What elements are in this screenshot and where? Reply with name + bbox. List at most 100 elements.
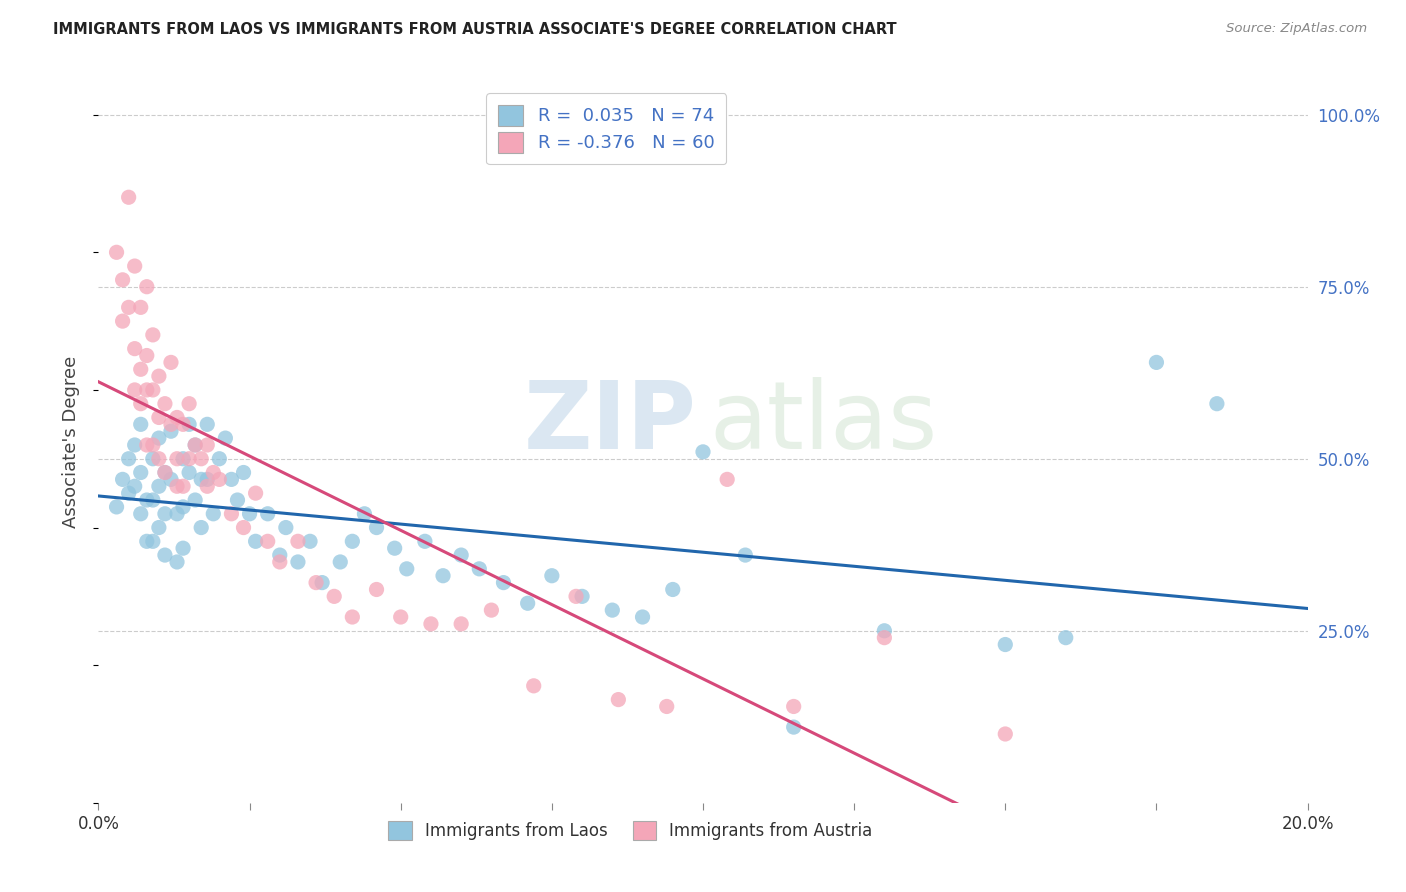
Point — [661, 582, 683, 597]
Point — [221, 507, 243, 521]
Point — [142, 534, 165, 549]
Point — [389, 610, 412, 624]
Point — [166, 507, 188, 521]
Point — [602, 603, 624, 617]
Point — [342, 610, 364, 624]
Point — [179, 451, 201, 466]
Point — [450, 616, 472, 631]
Point — [516, 596, 538, 610]
Point — [118, 451, 141, 466]
Point — [153, 466, 176, 480]
Point — [129, 301, 152, 315]
Point — [195, 472, 218, 486]
Point — [245, 534, 267, 549]
Point — [111, 472, 134, 486]
Point — [179, 397, 201, 411]
Point — [111, 273, 134, 287]
Point — [190, 520, 212, 534]
Point — [311, 575, 333, 590]
Point — [184, 493, 207, 508]
Point — [607, 692, 630, 706]
Point — [413, 534, 436, 549]
Point — [232, 520, 254, 534]
Point — [734, 548, 756, 562]
Text: atlas: atlas — [709, 377, 938, 469]
Point — [184, 438, 207, 452]
Text: ZIP: ZIP — [524, 377, 697, 469]
Point — [221, 472, 243, 486]
Point — [142, 383, 165, 397]
Point — [153, 548, 176, 562]
Point — [256, 534, 278, 549]
Point — [202, 466, 225, 480]
Point — [523, 679, 546, 693]
Point — [226, 493, 249, 508]
Point — [481, 603, 503, 617]
Point — [323, 590, 346, 604]
Point — [172, 541, 194, 556]
Point — [287, 555, 309, 569]
Point — [179, 466, 201, 480]
Legend: Immigrants from Laos, Immigrants from Austria: Immigrants from Laos, Immigrants from Au… — [380, 813, 882, 848]
Point — [124, 438, 146, 452]
Point — [420, 616, 443, 631]
Point — [111, 314, 134, 328]
Point — [172, 451, 194, 466]
Point — [172, 479, 194, 493]
Point — [631, 610, 654, 624]
Point — [142, 493, 165, 508]
Point — [195, 479, 218, 493]
Point — [166, 451, 188, 466]
Point — [142, 451, 165, 466]
Point — [468, 562, 491, 576]
Point — [208, 472, 231, 486]
Point — [432, 568, 454, 582]
Point — [256, 507, 278, 521]
Point — [118, 486, 141, 500]
Point — [366, 582, 388, 597]
Point — [716, 472, 738, 486]
Point — [135, 438, 157, 452]
Point — [287, 534, 309, 549]
Point — [299, 534, 322, 549]
Point — [994, 727, 1017, 741]
Point — [655, 699, 678, 714]
Point — [195, 417, 218, 432]
Point — [153, 397, 176, 411]
Point — [135, 493, 157, 508]
Point — [269, 555, 291, 569]
Point — [329, 555, 352, 569]
Point — [384, 541, 406, 556]
Point — [124, 383, 146, 397]
Point — [783, 699, 806, 714]
Point — [135, 279, 157, 293]
Point — [565, 590, 588, 604]
Point — [571, 590, 593, 604]
Point — [540, 568, 562, 582]
Point — [1144, 355, 1167, 369]
Point — [153, 466, 176, 480]
Point — [366, 520, 388, 534]
Point — [172, 417, 194, 432]
Point — [245, 486, 267, 500]
Point — [118, 190, 141, 204]
Point — [269, 548, 291, 562]
Point — [492, 575, 515, 590]
Point — [118, 301, 141, 315]
Point — [148, 451, 170, 466]
Point — [1054, 631, 1077, 645]
Point — [395, 562, 418, 576]
Point — [129, 397, 152, 411]
Point — [129, 362, 152, 376]
Point — [202, 507, 225, 521]
Point — [353, 507, 375, 521]
Point — [450, 548, 472, 562]
Point — [160, 417, 183, 432]
Point — [105, 245, 128, 260]
Point — [232, 466, 254, 480]
Point — [1206, 397, 1229, 411]
Point — [148, 410, 170, 425]
Point — [148, 479, 170, 493]
Point — [214, 431, 236, 445]
Point — [873, 624, 896, 638]
